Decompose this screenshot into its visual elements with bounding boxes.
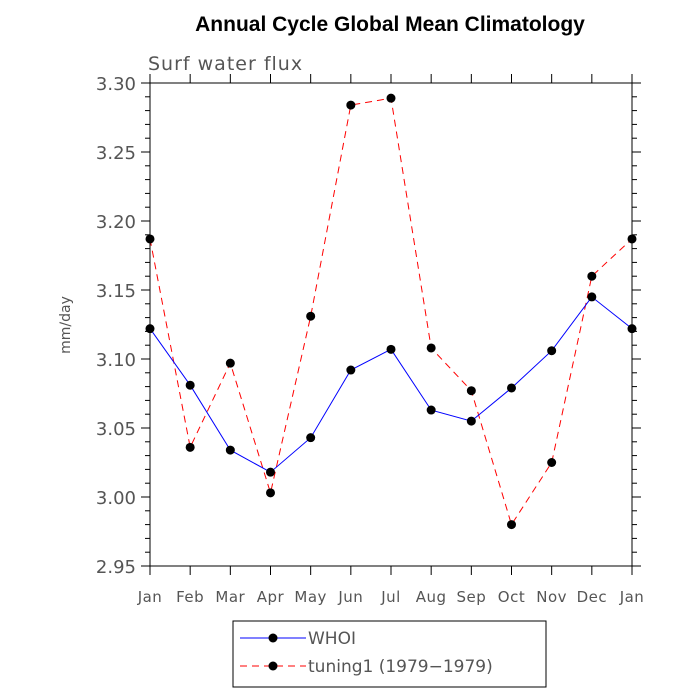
y-tick-label: 3.25 <box>96 143 136 164</box>
x-tick-label: Mar <box>215 588 245 606</box>
series-lines <box>149 97 633 526</box>
x-tick-label: May <box>294 588 327 606</box>
data-point-tuning1 <box>346 100 356 110</box>
x-tick-label: Feb <box>176 588 204 606</box>
data-point-whoi <box>627 324 637 334</box>
data-point-whoi <box>346 365 356 375</box>
data-point-tuning1 <box>547 458 557 467</box>
legend-marker-tuning1 <box>268 661 278 671</box>
legend-marker-whoi <box>268 633 278 643</box>
x-tick-labels: Jan Feb Mar Apr May Jun Jul Aug Sep Oct Nov Dec Jan <box>137 588 645 606</box>
x-tick-label: Jul <box>380 588 401 606</box>
y-axis-label: mm/day <box>58 296 74 354</box>
x-tick-label: Jun <box>337 588 363 606</box>
series-line-tuning1 <box>149 97 633 526</box>
y-tick-label: 3.00 <box>96 488 136 509</box>
data-point-tuning1 <box>426 343 436 353</box>
legend-label-tuning1: tuning1 (1979−1979) <box>308 657 493 677</box>
data-point-tuning1 <box>306 311 316 321</box>
y-tick-label: 3.10 <box>96 350 136 371</box>
data-point-whoi <box>266 467 275 477</box>
y-tick-label: 3.05 <box>96 419 136 440</box>
x-tick-label: Sep <box>456 588 486 606</box>
data-point-tuning1 <box>145 234 155 244</box>
x-tick-label: Aug <box>416 588 447 606</box>
data-point-whoi <box>386 344 396 354</box>
data-point-whoi <box>145 324 155 334</box>
y-tick-label: 2.95 <box>96 557 136 578</box>
data-point-tuning1 <box>185 442 195 452</box>
data-point-tuning1 <box>386 93 396 103</box>
x-tick-label: Nov <box>536 588 567 606</box>
series-markers <box>145 93 637 530</box>
data-point-whoi <box>225 445 235 455</box>
data-point-tuning1 <box>587 271 597 281</box>
data-point-tuning1 <box>225 358 235 368</box>
data-point-whoi <box>547 346 557 356</box>
legend-label-whoi: WHOI <box>308 629 356 649</box>
legend-box <box>232 620 547 688</box>
x-tick-label: Jan <box>619 588 645 606</box>
x-tick-label: Oct <box>498 588 525 606</box>
legend: WHOI tuning1 (1979−1979) <box>232 620 547 688</box>
data-point-whoi <box>466 416 476 426</box>
data-point-whoi <box>306 433 316 443</box>
data-point-whoi <box>507 383 516 393</box>
y-tick-labels: 2.95 3.00 3.05 3.10 3.15 3.20 3.25 3.30 <box>96 74 136 578</box>
chart-subtitle: Surf water flux <box>148 53 303 75</box>
data-point-tuning1 <box>627 234 637 244</box>
plot-frame <box>149 82 633 567</box>
x-tick-label: Jan <box>137 588 163 606</box>
data-point-tuning1 <box>266 488 275 498</box>
data-point-whoi <box>185 380 195 390</box>
data-point-tuning1 <box>466 386 476 396</box>
y-tick-label: 3.20 <box>96 212 136 233</box>
data-point-whoi <box>426 405 436 415</box>
y-tick-label: 3.30 <box>96 74 136 95</box>
x-tick-label: Dec <box>577 588 608 606</box>
data-point-tuning1 <box>507 520 516 530</box>
x-tick-label: Apr <box>257 588 285 606</box>
axis-ticks <box>141 74 641 575</box>
data-point-whoi <box>587 292 597 302</box>
series-line-whoi <box>149 296 633 473</box>
y-tick-label: 3.15 <box>96 281 136 302</box>
chart-title: Annual Cycle Global Mean Climatology <box>195 13 585 36</box>
